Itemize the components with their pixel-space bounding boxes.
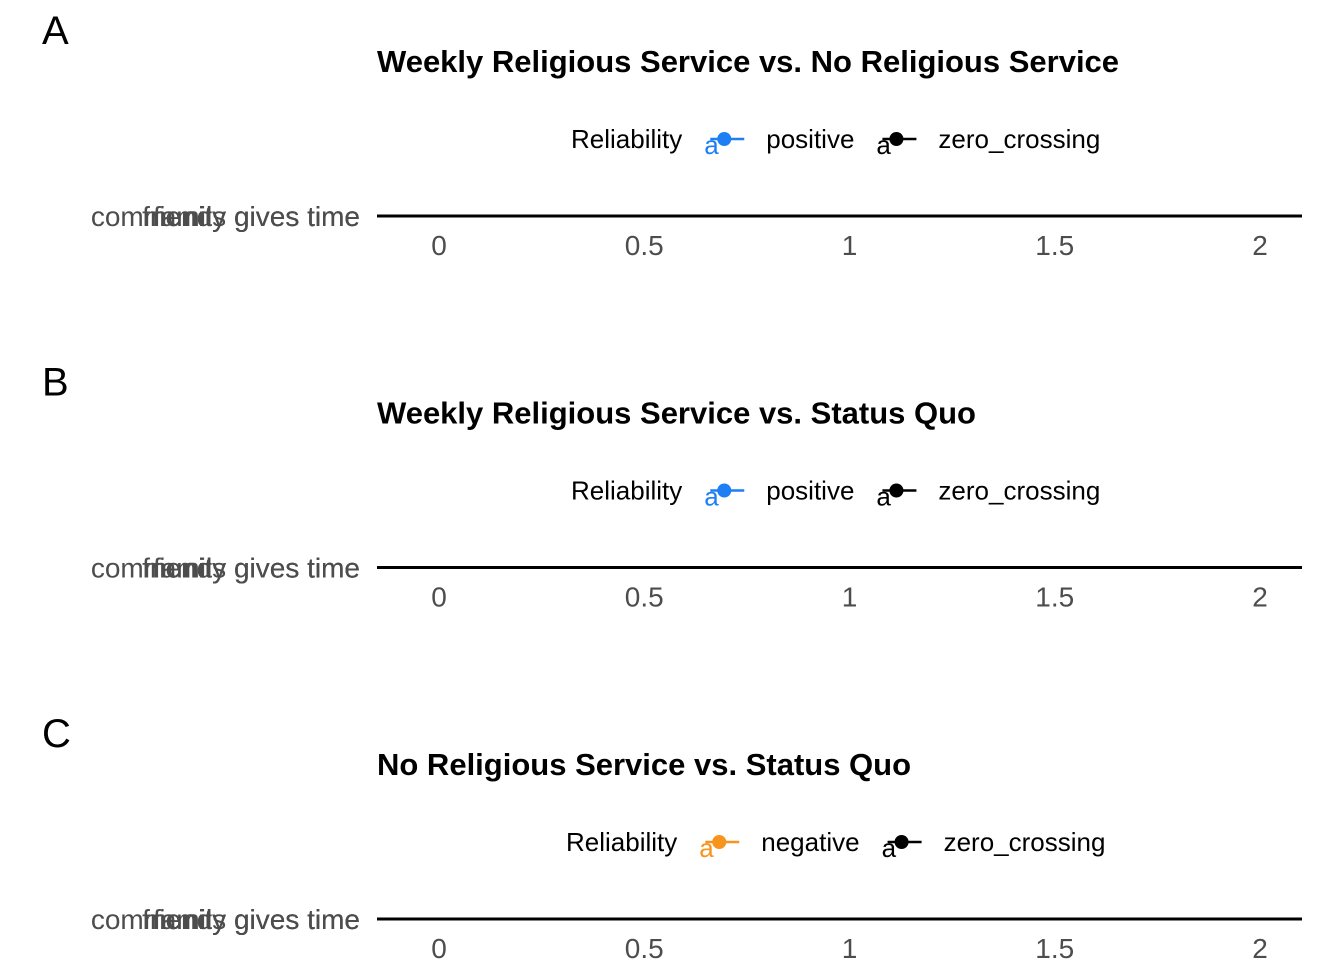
panel-title: No Religious Service vs. Status Quo bbox=[377, 747, 911, 782]
x-tick-label: 2 bbox=[1252, 230, 1268, 261]
legend-label: negative bbox=[761, 827, 859, 857]
panel-c: C No Religious Service vs. Status Quo Reli… bbox=[42, 712, 1302, 960]
y-category-label: friends gives time bbox=[142, 553, 360, 584]
legend-entry-negative: a negative bbox=[699, 827, 859, 863]
panel-tag: B bbox=[42, 361, 69, 405]
x-tick-label: 2 bbox=[1252, 582, 1268, 613]
y-category-label: friends gives time bbox=[142, 904, 360, 935]
x-tick-label: 1 bbox=[842, 230, 858, 261]
y-category-label: friends gives time bbox=[142, 201, 360, 232]
legend-entry-zero-crossing: a zero_crossing bbox=[876, 124, 1100, 160]
legend-label: positive bbox=[766, 124, 854, 154]
legend-key-point bbox=[889, 483, 904, 498]
y-category-label: community gives time bbox=[91, 201, 360, 232]
panel-tag: C bbox=[42, 712, 71, 756]
legend-label: positive bbox=[766, 476, 854, 506]
panel-a: A Weekly Religious Service vs. No Religio… bbox=[42, 9, 1302, 261]
x-tick-label: 0.5 bbox=[625, 933, 664, 960]
x-tick-label: 0 bbox=[431, 582, 447, 613]
x-tick-label: 0.5 bbox=[625, 582, 664, 613]
x-tick-label: 1 bbox=[842, 933, 858, 960]
legend-key-glyph: a bbox=[876, 130, 891, 160]
legend-key-point bbox=[894, 835, 909, 849]
x-tick-label: 1.5 bbox=[1035, 582, 1074, 613]
legend-key-glyph: a bbox=[699, 833, 714, 863]
legend-label: zero_crossing bbox=[944, 827, 1106, 857]
legend-title: Reliability bbox=[566, 827, 677, 857]
y-category-label: family gives time bbox=[153, 904, 360, 935]
legend-entry-positive: a positive bbox=[704, 476, 854, 512]
legend-key-glyph: a bbox=[704, 130, 719, 160]
panel-tag: A bbox=[42, 9, 69, 53]
legend-entry-zero-crossing: a zero_crossing bbox=[882, 827, 1106, 863]
y-category-label: family gives time bbox=[153, 201, 360, 232]
x-tick-label: 0 bbox=[431, 933, 447, 960]
legend-key-point bbox=[712, 835, 727, 849]
y-category-label: community gives time bbox=[91, 553, 360, 584]
panel-title: Weekly Religious Service vs. No Religiou… bbox=[377, 44, 1119, 79]
legend-key-point bbox=[889, 132, 904, 146]
legend-label: zero_crossing bbox=[938, 124, 1100, 154]
legend-entry-zero-crossing: a zero_crossing bbox=[876, 476, 1100, 512]
legend-key-glyph: a bbox=[876, 482, 891, 512]
y-category-label: family gives time bbox=[153, 553, 360, 584]
legend: Reliability a negative a zero_crossing bbox=[566, 827, 1105, 863]
x-tick-label: 0.5 bbox=[625, 230, 664, 261]
legend: Reliability a positive a zero_crossing bbox=[571, 476, 1100, 512]
y-category-label: community gives time bbox=[91, 904, 360, 935]
x-tick-label: 1.5 bbox=[1035, 230, 1074, 261]
legend-key-glyph: a bbox=[882, 833, 897, 863]
x-tick-label: 0 bbox=[431, 230, 447, 261]
legend-key-point bbox=[717, 132, 732, 146]
legend-label: zero_crossing bbox=[938, 476, 1100, 506]
legend-key-point bbox=[717, 483, 732, 498]
x-tick-label: 1 bbox=[842, 582, 858, 613]
x-tick-label: 2 bbox=[1252, 933, 1268, 960]
legend-key-glyph: a bbox=[704, 482, 719, 512]
x-tick-label: 1.5 bbox=[1035, 933, 1074, 960]
panel-b: B Weekly Religious Service vs. Status Quo… bbox=[42, 361, 1302, 613]
legend-title: Reliability bbox=[571, 124, 682, 154]
legend-title: Reliability bbox=[571, 476, 682, 506]
legend: Reliability a positive a zero_crossing bbox=[571, 124, 1100, 160]
legend-entry-positive: a positive bbox=[704, 124, 854, 160]
panel-title: Weekly Religious Service vs. Status Quo bbox=[377, 396, 976, 431]
